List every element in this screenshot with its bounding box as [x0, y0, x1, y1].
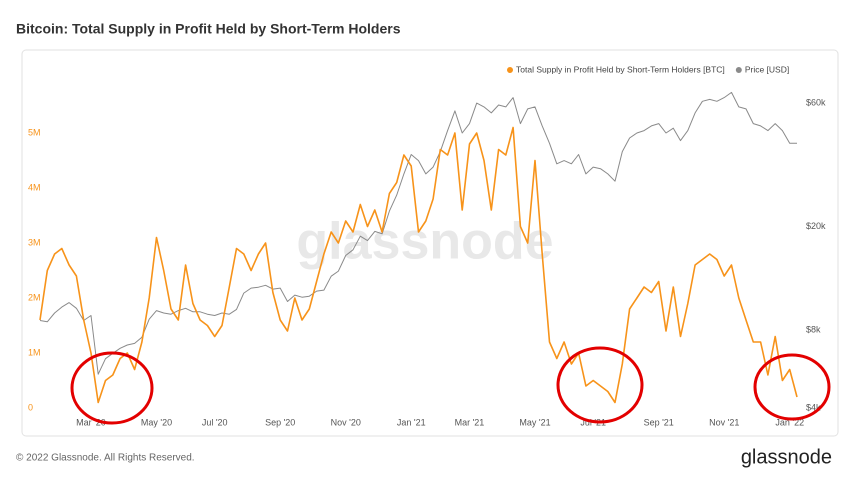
legend-swatch	[507, 67, 513, 73]
plot-area: 0 1M 2M 3M 4M 5M $4k $8k $20k $60k Mar '20 May '20 J…	[28, 64, 826, 427]
x-tick-label: Sep '20	[265, 417, 295, 427]
y-tick-label: 2M	[28, 292, 41, 302]
highlight-circle	[70, 351, 154, 425]
chart-title: Bitcoin: Total Supply in Profit Held by …	[16, 21, 401, 37]
series-line	[39, 126, 798, 404]
x-tick-label: May '20	[141, 417, 172, 427]
x-tick-label: Jan '22	[775, 417, 804, 427]
y2-tick-label: $4k	[806, 402, 821, 412]
footer: © 2022 Glassnode. All Rights Reserved.	[16, 453, 195, 464]
legend-swatch	[735, 67, 742, 73]
x-tick-label: Mar '20	[76, 417, 106, 427]
x-tick-label: Jan '21	[397, 417, 426, 427]
x-tick-label: Nov '20	[331, 417, 361, 427]
highlight-circle	[753, 353, 831, 421]
logo: glassnode	[741, 446, 832, 468]
y-tick-label: 5M	[28, 127, 41, 137]
chart-frame	[21, 49, 839, 437]
legend-label: Price [USD]	[745, 64, 789, 74]
y-tick-label: 1M	[28, 347, 41, 357]
x-tick-label: Nov '21	[709, 417, 739, 427]
y2-tick-label: $20k	[806, 221, 826, 231]
y-tick-label: 4M	[28, 182, 41, 192]
y-tick-label: 0	[28, 402, 33, 412]
x-tick-label: May '21	[519, 417, 550, 427]
y2-tick-label: $60k	[806, 97, 826, 107]
y2-tick-label: $8k	[806, 324, 821, 334]
x-tick-label: Sep '21	[644, 417, 674, 427]
highlight-circle	[556, 346, 644, 424]
y-tick-label: 3M	[28, 237, 41, 247]
x-tick-label: Mar '21	[455, 417, 485, 427]
x-tick-label: Jul '20	[202, 417, 228, 427]
legend-label: Total Supply in Profit Held by Short-Ter…	[516, 64, 725, 74]
series-line	[39, 91, 797, 375]
